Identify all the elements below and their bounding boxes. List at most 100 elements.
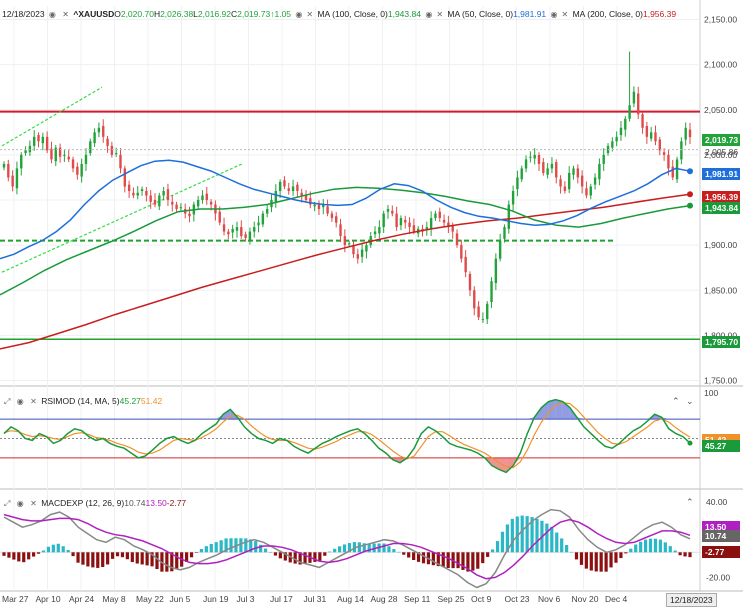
candle-body [106, 138, 109, 146]
macd-hist-bar [204, 546, 208, 553]
candle-body [222, 224, 226, 232]
candle-body [477, 306, 480, 318]
ma200-label: MA (200, Close, 0) [572, 9, 643, 19]
candle-body [404, 219, 407, 223]
ohlc-h-value: 2,026.38 [160, 9, 194, 19]
macd-hist-bar [560, 538, 564, 553]
candle-body [382, 213, 385, 228]
macd-hist-bar [367, 543, 371, 553]
macd-hist-bar [446, 552, 450, 568]
macd-hist-bar [569, 551, 574, 553]
candle-body [637, 93, 640, 115]
x-tick-label: Apr 24 [69, 594, 94, 604]
y-tick-label: 1,750.00 [704, 375, 737, 385]
macd-tag: 10.74 [702, 530, 740, 542]
macd-hist-bar [490, 549, 495, 553]
header-date: 12/18/2023 [2, 9, 45, 19]
macd-hist-bar [244, 538, 248, 553]
close-icon[interactable]: ✕ [561, 10, 569, 19]
macd-hist-bar [402, 552, 406, 555]
macd-hist-bar [7, 552, 11, 558]
x-tick-label: Dec 4 [605, 594, 627, 604]
macd-hist-bar [318, 552, 322, 561]
candle-body [188, 213, 191, 217]
macd-hist-bar [461, 552, 465, 570]
y-tick-label: 2,150.00 [704, 15, 737, 25]
x-tick-label: Jun 5 [170, 594, 191, 604]
ma200-value: 1,956.39 [642, 9, 677, 19]
macd-hist-bar [185, 552, 189, 563]
candle-body [37, 135, 40, 142]
candle-body [24, 150, 27, 154]
close-icon[interactable]: ✕ [30, 499, 37, 508]
candle-body [278, 181, 282, 191]
rsi-header: ⤢ ◉ ✕ RSIMOD (14, MA, 5)45.2751.42 [2, 396, 162, 407]
eye-icon: ◉ [16, 397, 24, 406]
rsi-y-tick: 100 [704, 388, 718, 398]
macd-hist-bar [303, 552, 307, 564]
candle-body [611, 141, 614, 148]
candle-body [511, 190, 515, 205]
candle-body [93, 132, 96, 144]
candle-body [330, 213, 334, 219]
macd-hist-bar [599, 552, 603, 572]
macd-hist-bar [421, 552, 426, 564]
candle-body [589, 186, 592, 196]
macd-hist-bar [328, 551, 332, 553]
candle-body [378, 227, 381, 234]
ma200-dot [687, 191, 693, 198]
header-symbol: ^XAUUSD [73, 9, 115, 19]
macd-hist-bar [476, 552, 480, 569]
close-icon[interactable]: ✕ [306, 10, 314, 19]
rsi-ma-value: 51.42 [140, 396, 163, 406]
close-icon[interactable]: ✕ [62, 10, 69, 19]
move-pane-up-icon[interactable]: ⌃ [672, 396, 680, 406]
macd-hist-bar [273, 552, 278, 556]
ma100-line [0, 186, 691, 296]
crosshair-price-tag: 2,005.86 [705, 147, 739, 157]
macd-signal-value: 13.50 [145, 498, 167, 508]
candle-body [373, 231, 377, 235]
macd-line [3, 508, 691, 589]
candle-body [162, 190, 165, 196]
candle-body [468, 274, 472, 291]
macd-hist-bar [76, 552, 80, 563]
expand-icon[interactable]: ⤢ [4, 499, 11, 508]
candle-body [386, 209, 390, 212]
close-icon[interactable]: ✕ [436, 10, 444, 19]
candle-body [537, 154, 541, 164]
macd-hist-bar [678, 552, 682, 556]
candle-body [507, 204, 510, 229]
macd-hist-bar [392, 549, 396, 553]
macd-hist-bar [170, 552, 174, 572]
candle-body [291, 186, 295, 191]
move-pane-down-icon[interactable]: ⌄ [686, 396, 694, 406]
candle-body [97, 127, 101, 133]
macd-hist-bar [130, 552, 134, 563]
candle-body [283, 180, 286, 187]
macd-hist-bar [412, 552, 416, 561]
macd-hist-bar [352, 542, 357, 553]
candle-body [80, 163, 83, 177]
candle-body [688, 129, 692, 138]
expand-icon[interactable]: ⤢ [4, 397, 11, 406]
macd-hist-bar [357, 542, 361, 553]
candle-body [11, 175, 14, 187]
eye-icon: ◉ [48, 10, 56, 19]
candle-body [365, 245, 368, 252]
x-tick-label: May 8 [103, 594, 126, 604]
candle-body [326, 206, 329, 214]
candle-body [593, 177, 597, 185]
ma200-tag: 1,956.39 [702, 191, 740, 203]
macd-hist-bar [165, 552, 169, 572]
candle-body [50, 148, 53, 160]
candle-body [20, 154, 23, 169]
candle-body [145, 190, 148, 196]
macd-hist-bar [629, 548, 633, 553]
candle-body [460, 245, 463, 259]
close-icon[interactable]: ✕ [30, 397, 37, 406]
macd-y-tick: -20.00 [706, 572, 730, 582]
eye-icon: ◉ [550, 10, 558, 19]
move-pane-up-icon[interactable]: ⌃ [686, 497, 694, 507]
